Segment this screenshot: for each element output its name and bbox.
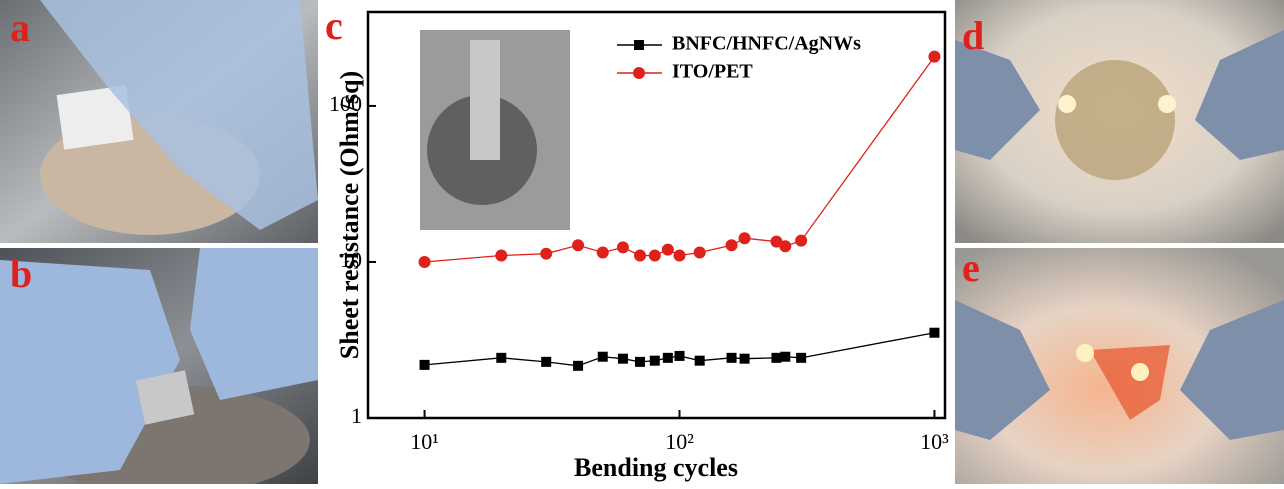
y-tick-label: 1 — [351, 403, 362, 428]
led — [1076, 344, 1094, 362]
marker — [739, 232, 751, 244]
marker — [929, 328, 939, 338]
marker — [662, 244, 674, 256]
marker — [634, 250, 646, 262]
marker — [727, 353, 737, 363]
panel-label: d — [962, 13, 984, 58]
marker — [663, 353, 673, 363]
marker — [796, 353, 806, 363]
marker — [771, 353, 781, 363]
led — [1058, 95, 1076, 113]
marker — [795, 235, 807, 247]
legend-label: ITO/PET — [672, 61, 753, 83]
panel-label: c — [325, 3, 343, 48]
marker — [740, 354, 750, 364]
marker — [598, 352, 608, 362]
marker — [573, 361, 583, 371]
led — [1131, 363, 1149, 381]
led — [1158, 95, 1176, 113]
y-tick-label: 100 — [329, 91, 362, 116]
marker — [635, 357, 645, 367]
x-tick-label: 10¹ — [410, 429, 439, 454]
legend-marker — [633, 67, 645, 79]
panel-label: e — [962, 245, 980, 290]
panel-label: a — [10, 5, 30, 50]
panel-label: b — [10, 251, 32, 296]
marker — [496, 353, 506, 363]
marker — [675, 351, 685, 361]
marker — [780, 352, 790, 362]
figure: a b c d e Sheet resistance (Ohm/sq) Bend… — [0, 0, 1284, 484]
marker — [649, 250, 661, 262]
marker — [695, 356, 705, 366]
marker — [928, 51, 940, 63]
marker — [618, 354, 628, 364]
marker — [650, 356, 660, 366]
marker — [674, 250, 686, 262]
x-tick-label: 10² — [665, 429, 694, 454]
legend-marker — [634, 40, 644, 50]
legend-label: BNFC/HNFC/AgNWs — [672, 33, 861, 55]
marker — [420, 360, 430, 370]
marker — [617, 241, 629, 253]
x-tick-label: 10³ — [920, 429, 949, 454]
marker — [495, 250, 507, 262]
y-tick-label: 10 — [340, 247, 362, 272]
inset-fixture — [470, 40, 500, 160]
marker — [540, 248, 552, 260]
marker — [726, 239, 738, 251]
marker — [541, 357, 551, 367]
marker — [597, 246, 609, 258]
x-axis-label: Bending cycles — [574, 453, 738, 482]
film — [1055, 60, 1175, 180]
marker — [419, 256, 431, 268]
marker — [694, 246, 706, 258]
marker — [779, 240, 791, 252]
marker — [572, 239, 584, 251]
